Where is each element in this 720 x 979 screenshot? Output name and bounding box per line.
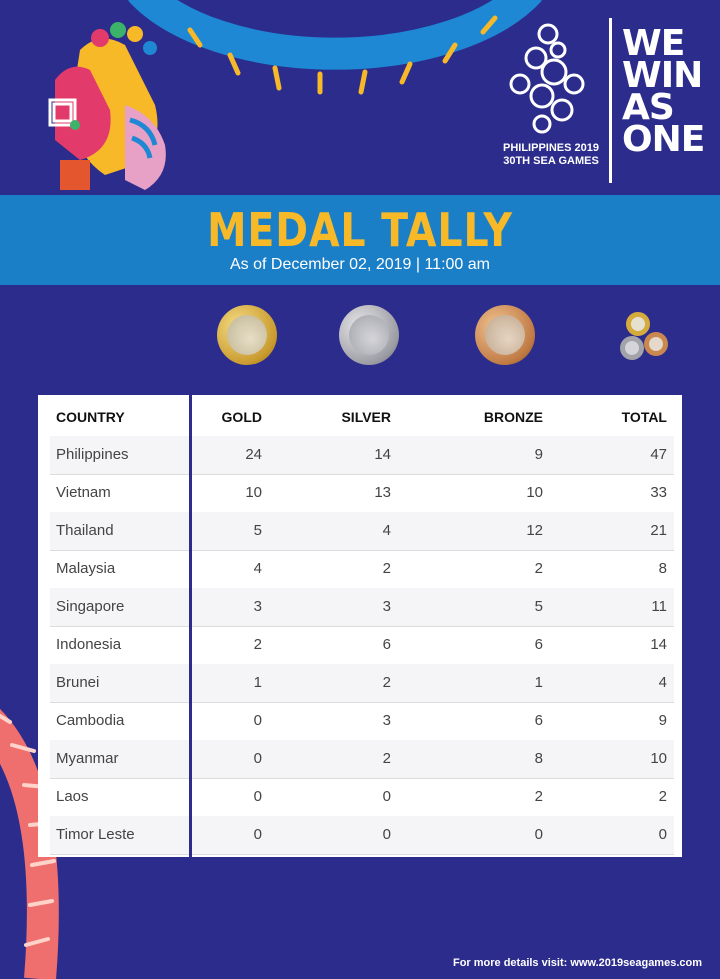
cell-bronze: 8	[534, 750, 543, 767]
all-medals-icon	[620, 312, 668, 360]
cell-total: 0	[658, 826, 667, 843]
table-column-divider	[189, 395, 192, 857]
cell-silver: 13	[374, 484, 391, 501]
cell-gold: 3	[253, 598, 262, 615]
slogan-line: WE	[622, 23, 685, 64]
cell-silver: 6	[382, 636, 391, 653]
cell-bronze: 2	[534, 560, 543, 577]
logo-line-2: 30TH SEA GAMES	[503, 155, 599, 167]
cell-bronze: 2	[534, 788, 543, 805]
bronze-medal-icon	[475, 305, 535, 365]
cell-gold: 0	[253, 712, 262, 729]
cell-bronze: 1	[534, 674, 543, 691]
cell-country: Laos	[56, 788, 89, 805]
cell-gold: 0	[253, 788, 262, 805]
cell-bronze: 9	[534, 446, 543, 463]
page-title: MEDAL TALLY	[207, 203, 513, 257]
table-header-row: COUNTRY GOLD SILVER BRONZE TOTAL	[50, 398, 674, 437]
cell-silver: 2	[382, 674, 391, 691]
cell-country: Malaysia	[56, 560, 116, 577]
cell-bronze: 5	[534, 598, 543, 615]
cell-silver: 0	[382, 788, 391, 805]
cell-gold: 0	[253, 750, 262, 767]
decorative-ring-top	[128, 0, 542, 95]
slogan: WE WIN AS ONE	[622, 23, 706, 160]
cell-gold: 4	[253, 560, 262, 577]
cell-country: Singapore	[56, 598, 125, 615]
column-header-gold: GOLD	[221, 409, 262, 425]
cell-bronze: 6	[534, 636, 543, 653]
cell-bronze: 10	[526, 484, 543, 501]
cell-silver: 0	[382, 826, 391, 843]
logo-line-1: PHILIPPINES 2019	[503, 142, 599, 154]
cell-total: 21	[650, 522, 667, 539]
cell-silver: 4	[382, 522, 391, 539]
cell-total: 33	[650, 484, 667, 501]
cell-total: 47	[650, 446, 667, 463]
column-header-bronze: BRONZE	[483, 409, 543, 425]
cell-total: 14	[650, 636, 667, 653]
column-header-country: COUNTRY	[56, 409, 125, 425]
cell-silver: 14	[374, 446, 391, 463]
title-band	[0, 195, 720, 285]
gold-medal-icon	[217, 305, 277, 365]
cell-gold: 0	[253, 826, 262, 843]
table-row: Philippines 24 14 9 47	[50, 436, 674, 475]
cell-total: 10	[650, 750, 667, 767]
cell-country: Cambodia	[56, 712, 125, 729]
cell-gold: 2	[253, 636, 262, 653]
bubbles-logo-icon	[509, 23, 585, 134]
cell-gold: 10	[245, 484, 262, 501]
cell-bronze: 12	[526, 522, 543, 539]
silver-medal-icon	[339, 305, 399, 365]
table-row: Indonesia 2 6 6 14	[50, 626, 674, 665]
footer-link-text: For more details visit: www.2019seagames…	[452, 957, 702, 969]
cell-total: 4	[658, 674, 667, 691]
cell-total: 9	[658, 712, 667, 729]
column-header-total: TOTAL	[621, 409, 667, 425]
cell-bronze: 0	[534, 826, 543, 843]
page-subtitle: As of December 02, 2019 | 11:00 am	[229, 256, 490, 273]
table-row: Singapore 3 3 5 11	[50, 588, 674, 627]
cell-gold: 1	[253, 674, 262, 691]
cell-country: Philippines	[56, 446, 129, 463]
cell-total: 8	[658, 560, 667, 577]
slogan-line: WIN	[622, 55, 703, 96]
table-row: Vietnam 10 13 10 33	[50, 474, 674, 513]
cell-total: 11	[651, 598, 667, 615]
table-row: Brunei 1 2 1 4	[50, 664, 674, 703]
cell-total: 2	[658, 788, 667, 805]
slogan-line: AS	[622, 87, 675, 128]
table-row: Laos 0 0 2 2	[50, 778, 674, 817]
cell-country: Myanmar	[56, 750, 119, 767]
table-row: Cambodia 0 3 6 9	[50, 702, 674, 741]
cell-country: Thailand	[56, 522, 114, 539]
table-row: Myanmar 0 2 8 10	[50, 740, 674, 779]
cell-silver: 3	[382, 598, 391, 615]
cell-bronze: 6	[534, 712, 543, 729]
table-row: Malaysia 4 2 2 8	[50, 550, 674, 589]
cell-country: Timor Leste	[56, 826, 135, 843]
table-row: Timor Leste 0 0 0 0	[50, 816, 674, 855]
cell-gold: 24	[245, 446, 262, 463]
cell-country: Brunei	[56, 674, 100, 691]
cell-silver: 2	[382, 750, 391, 767]
cell-gold: 5	[253, 522, 262, 539]
cell-silver: 3	[382, 712, 391, 729]
slogan-line: ONE	[622, 119, 705, 160]
header-divider	[609, 18, 612, 183]
cell-silver: 2	[382, 560, 391, 577]
cell-country: Vietnam	[56, 484, 111, 501]
column-header-silver: SILVER	[341, 409, 391, 425]
sea-games-logo: PHILIPPINES 2019 30TH SEA GAMES	[496, 20, 606, 180]
hands-illustration	[48, 22, 166, 190]
cell-country: Indonesia	[56, 636, 122, 653]
table-row: Thailand 5 4 12 21	[50, 512, 674, 551]
